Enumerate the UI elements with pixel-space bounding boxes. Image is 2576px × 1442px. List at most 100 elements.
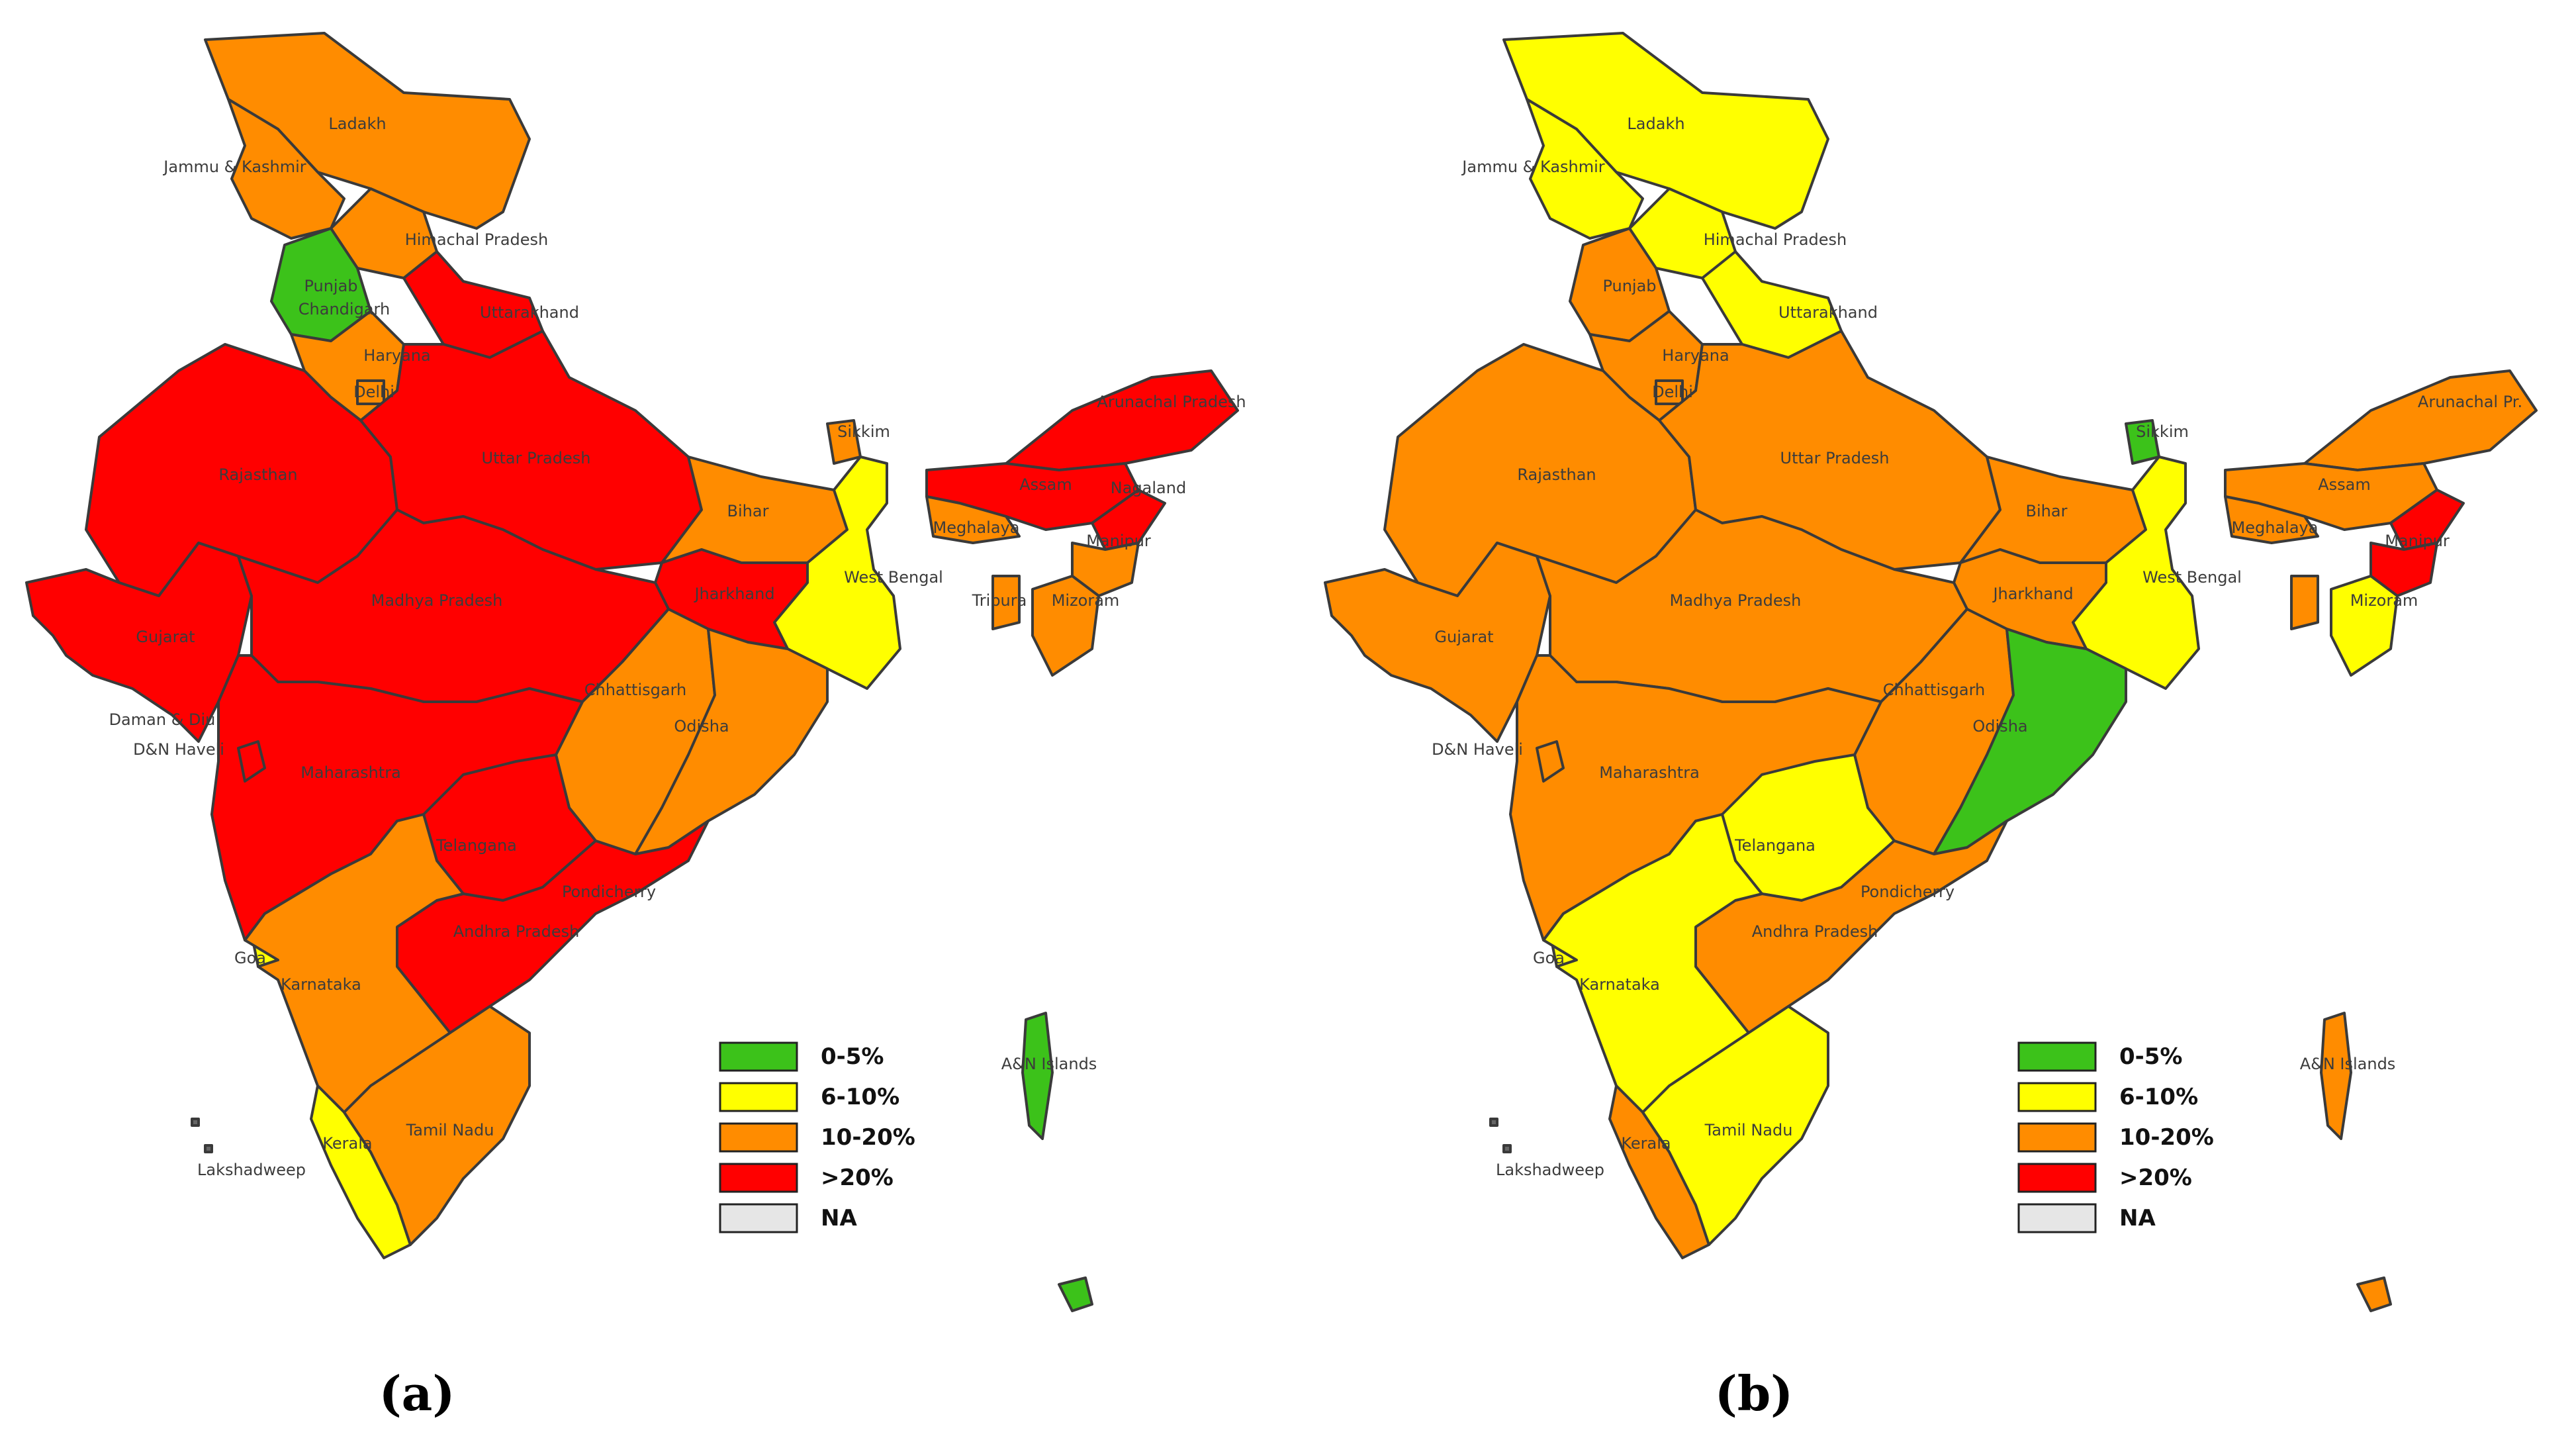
region-odisha (634, 628, 829, 855)
label-goa: Goa (234, 949, 266, 967)
region-odisha (1933, 628, 2127, 855)
label-assam: Assam (1019, 475, 1072, 494)
region-nagaland (1091, 489, 1166, 551)
region-an2 (2356, 1276, 2392, 1312)
legend-swatch (719, 1163, 798, 1193)
legend-swatch (719, 1203, 798, 1233)
label-nagaland: Nagaland (1111, 479, 1186, 497)
label-sikkim: Sikkim (837, 422, 890, 441)
label-ap: Andhra Pradesh (453, 922, 580, 941)
legend-label: NA (2119, 1205, 2156, 1231)
label-uttarakhand: Uttarakhand (480, 303, 579, 322)
label-puducherry: Pondicherry (562, 883, 656, 901)
label-maharashtra: Maharashtra (300, 763, 401, 782)
label-bihar: Bihar (2026, 502, 2068, 520)
region-an (1021, 1012, 1054, 1140)
label-goa: Goa (1533, 949, 1565, 967)
label-karnataka: Karnataka (281, 975, 361, 994)
legend-label: 0-5% (2119, 1043, 2183, 1070)
region-coast (1536, 740, 1565, 783)
label-an: A&N Islands (2300, 1055, 2396, 1073)
label-lakshadweep: Lakshadweep (197, 1161, 306, 1179)
legend-swatch (2017, 1122, 2097, 1153)
region-an (2320, 1012, 2352, 1140)
label-rajasthan: Rajasthan (1517, 465, 1596, 484)
panel-caption: (a) (379, 1365, 455, 1421)
label-chhattisgarh: Chhattisgarh (1883, 681, 1985, 699)
label-odisha: Odisha (1972, 717, 2027, 736)
label-hp: Himachal Pradesh (405, 230, 549, 249)
label-an: A&N Islands (1001, 1055, 1097, 1073)
region-tn (1641, 1005, 1829, 1246)
region-mizoram (1031, 575, 1100, 677)
legend-label: 10-20% (2119, 1124, 2214, 1151)
label-daman: Daman & Diu (109, 710, 216, 729)
label-manipur: Manipur (2385, 532, 2450, 550)
label-jk: Jammu & Kashmir (1461, 158, 1605, 176)
label-karnataka: Karnataka (1579, 975, 1660, 994)
legend-label: NA (821, 1205, 857, 1231)
legend-swatch (719, 1122, 798, 1153)
legend-label: 6-10% (2119, 1084, 2198, 1110)
label-puducherry: Pondicherry (1861, 883, 1955, 901)
label-ap: Andhra Pradesh (1752, 922, 1878, 941)
label-assam: Assam (2318, 475, 2371, 494)
label-kerala: Kerala (322, 1134, 372, 1153)
legend-swatch (2017, 1082, 2097, 1112)
label-telangana: Telangana (1734, 836, 1816, 855)
map-a: Ladakh Jammu & Kashmir Himachal Pradesh Pun… (25, 32, 1246, 1312)
legend-swatch (2017, 1041, 2097, 1072)
label-mp: Madhya Pradesh (1670, 591, 1802, 610)
label-chandigarh: Chandigarh (299, 300, 390, 318)
label-wb: West Bengal (844, 568, 943, 587)
label-mp: Madhya Pradesh (371, 591, 503, 610)
label-manipur: Manipur (1086, 532, 1151, 550)
legend-swatch (719, 1082, 798, 1112)
legend-swatch (2017, 1203, 2097, 1233)
label-kerala: Kerala (1621, 1134, 1671, 1153)
legend-label: >20% (821, 1165, 894, 1191)
region-nagaland (2389, 489, 2465, 551)
label-bihar: Bihar (727, 502, 769, 520)
region-jk (1526, 98, 1644, 240)
label-jk: Jammu & Kashmir (162, 158, 306, 176)
label-wb: West Bengal (2142, 568, 2242, 587)
label-mizoram: Mizoram (1052, 591, 1120, 610)
region-jk (227, 98, 345, 240)
label-up: Uttar Pradesh (482, 449, 591, 467)
region-coast (237, 740, 266, 783)
label-lakshadweep: Lakshadweep (1496, 1161, 1604, 1179)
label-haryana: Haryana (1662, 346, 1729, 365)
label-uttarakhand: Uttarakhand (1778, 303, 1878, 322)
label-maharashtra: Maharashtra (1599, 763, 1700, 782)
region-tripura (991, 575, 1021, 630)
label-sikkim: Sikkim (2136, 422, 2189, 441)
label-dnh: D&N Haveli (133, 740, 224, 759)
label-mizoram: Mizoram (2350, 591, 2418, 610)
legend-label: >20% (2119, 1165, 2192, 1191)
label-tripura: Tripura (972, 591, 1027, 610)
label-ladakh: Ladakh (328, 115, 386, 133)
legend: 0-5% 6-10% 10-20% >20% NA (2017, 1041, 2214, 1233)
label-arunachal: Arunachal Pr. (2418, 393, 2522, 411)
label-dnh: D&N Haveli (1432, 740, 1523, 759)
region-meghalaya (925, 495, 1021, 544)
label-meghalaya: Meghalaya (933, 518, 1020, 537)
region-lak1 (191, 1118, 200, 1127)
label-ladakh: Ladakh (1627, 115, 1684, 133)
region-arunachal (2303, 369, 2538, 471)
label-telangana: Telangana (436, 836, 517, 855)
label-odisha: Odisha (674, 717, 729, 736)
label-jharkhand: Jharkhand (1992, 585, 2073, 603)
region-mizoram (2330, 575, 2399, 677)
label-gujarat: Gujarat (136, 628, 195, 646)
region-karnataka (1542, 813, 1763, 1114)
label-punjab: Punjab (1602, 277, 1656, 295)
region-lak2 (204, 1144, 213, 1153)
label-delhi: Delhi (1652, 383, 1693, 401)
region-lak1 (1489, 1118, 1498, 1127)
region-tripura (2290, 575, 2319, 630)
map-b: Ladakh Jammu & Kashmir Himachal Pradesh Pun… (1324, 32, 2538, 1312)
legend-label: 6-10% (821, 1084, 899, 1110)
